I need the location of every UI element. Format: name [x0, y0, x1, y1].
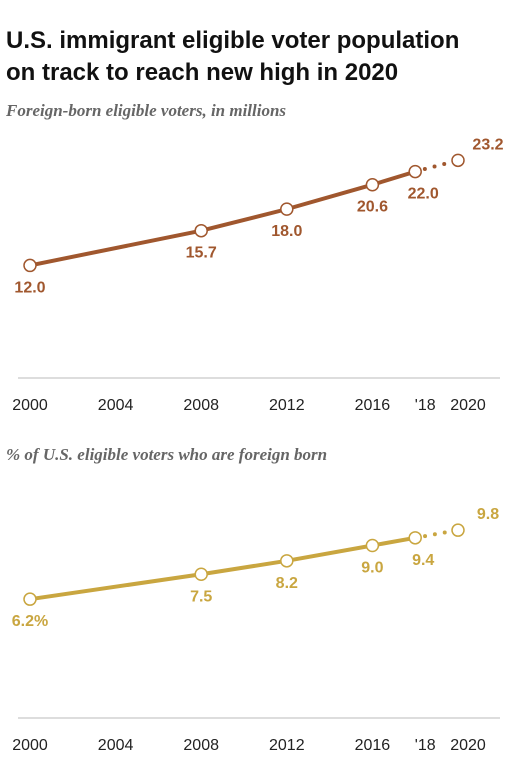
x-tick-label: 2020 [450, 397, 486, 414]
point [280, 202, 294, 216]
value-label: 15.7 [186, 245, 217, 262]
value-label: 7.5 [190, 588, 212, 605]
line [29, 535, 416, 602]
point [365, 538, 380, 553]
point [23, 258, 37, 273]
point [408, 531, 422, 545]
point [365, 177, 380, 192]
x-tick-label: 2004 [98, 737, 134, 754]
x-tick-label: 2000 [12, 397, 48, 414]
subtitle: % of U.S. eligible voters who are foreig… [6, 445, 327, 464]
value-label: 22.0 [408, 186, 439, 203]
subtitle: Foreign-born eligible voters, in million… [5, 101, 286, 120]
point [23, 592, 37, 606]
value-label: 9.4 [412, 552, 434, 569]
x-tick-label: 2004 [98, 397, 134, 414]
x-tick-label: '18 [415, 737, 436, 754]
x-tick-label: 2000 [12, 737, 48, 754]
value-label: 9.0 [361, 560, 383, 577]
x-tick-label: 2020 [450, 737, 486, 754]
point [451, 153, 465, 168]
line [29, 169, 416, 268]
x-tick-label: 2008 [183, 737, 219, 754]
x-tick-label: 2008 [183, 397, 219, 414]
x-tick-label: 2012 [269, 737, 305, 754]
value-label: 6.2% [12, 613, 48, 630]
value-label: 12.0 [14, 279, 45, 296]
point [280, 554, 294, 568]
value-label: 18.0 [271, 223, 302, 240]
value-label: 9.8 [477, 506, 499, 523]
value-label: 8.2 [276, 575, 298, 592]
value-label: 20.6 [357, 199, 388, 216]
point [194, 223, 208, 238]
chart-title-line-2: on track to reach new high in 2020 [6, 59, 398, 86]
point [451, 523, 465, 537]
chart-title-line-1: U.S. immigrant eligible voter population [6, 27, 459, 54]
x-tick-label: 2016 [355, 397, 391, 414]
projection-line [413, 528, 460, 540]
point [194, 567, 208, 581]
x-tick-label: 2012 [269, 397, 305, 414]
value-label: 23.2 [472, 136, 503, 153]
point [408, 164, 422, 179]
x-tick-label: '18 [415, 397, 436, 414]
x-tick-label: 2016 [355, 737, 391, 754]
